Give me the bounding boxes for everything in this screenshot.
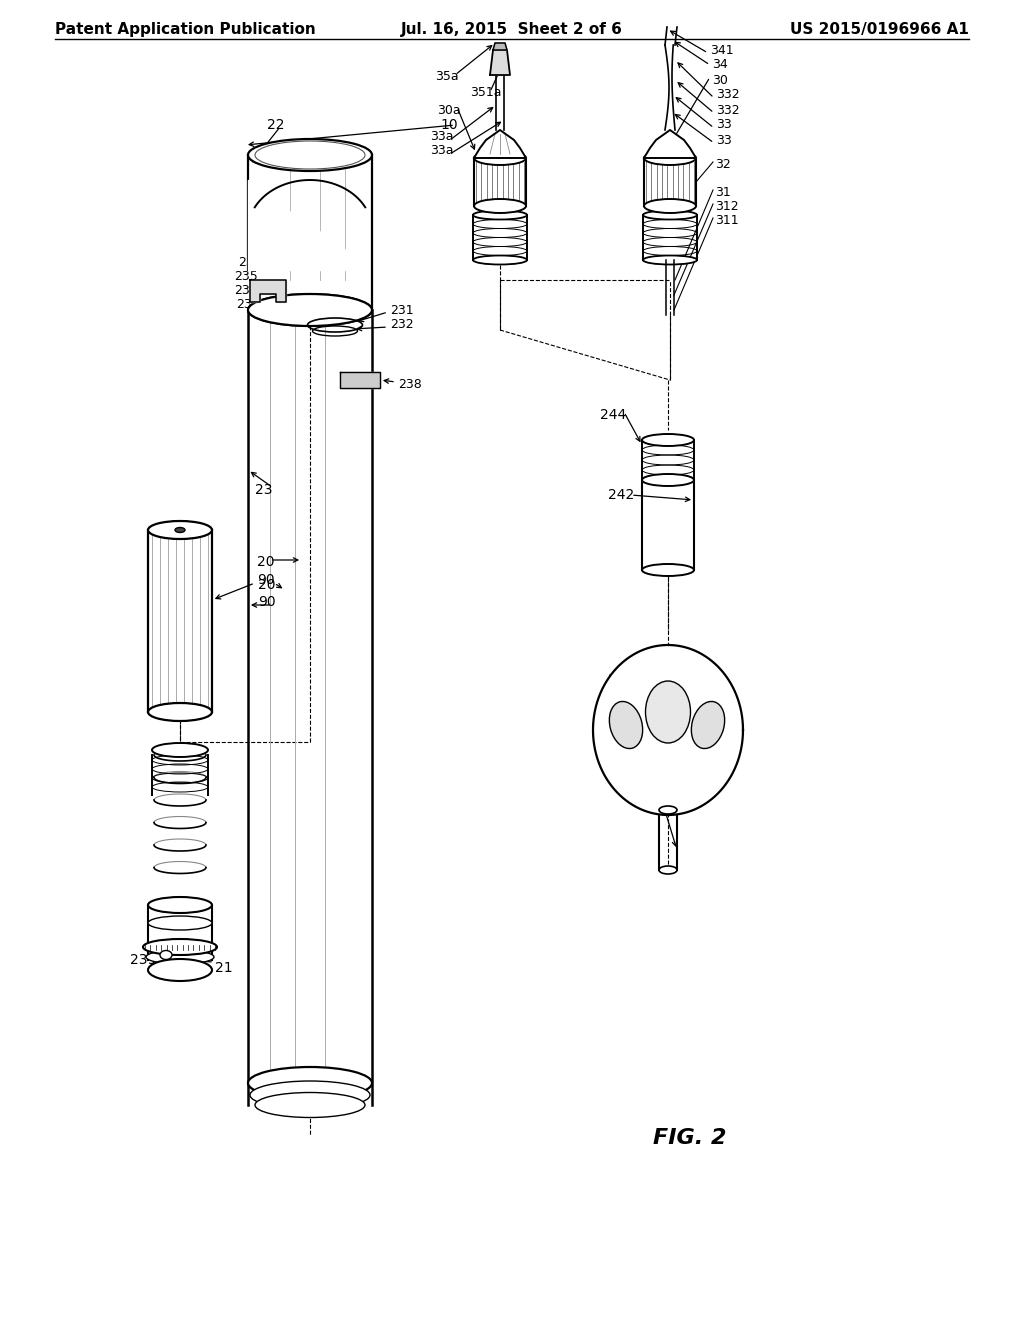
Text: 232: 232 [390, 318, 414, 331]
Ellipse shape [645, 681, 690, 743]
Text: 35a: 35a [435, 70, 459, 83]
Text: 237: 237 [278, 224, 304, 239]
Ellipse shape [248, 294, 372, 326]
Ellipse shape [642, 474, 694, 486]
Ellipse shape [473, 256, 527, 264]
Polygon shape [644, 129, 696, 158]
Text: 30a: 30a [437, 103, 461, 116]
Ellipse shape [644, 150, 696, 165]
Polygon shape [250, 280, 286, 302]
Text: 233: 233 [238, 256, 261, 268]
Text: 90: 90 [257, 573, 274, 587]
Text: FIG. 2: FIG. 2 [653, 1129, 727, 1148]
Text: 20: 20 [257, 554, 274, 569]
Ellipse shape [255, 1093, 365, 1118]
Ellipse shape [643, 256, 697, 264]
Text: 234: 234 [236, 298, 260, 312]
Ellipse shape [642, 434, 694, 446]
Ellipse shape [143, 939, 217, 954]
Ellipse shape [474, 199, 526, 213]
Ellipse shape [148, 916, 212, 931]
Text: 33: 33 [716, 119, 732, 132]
Polygon shape [493, 44, 507, 50]
Text: 341: 341 [710, 44, 733, 57]
Polygon shape [340, 372, 380, 388]
Ellipse shape [659, 866, 677, 874]
Ellipse shape [659, 807, 677, 814]
Text: 32: 32 [715, 158, 731, 172]
Polygon shape [474, 129, 526, 158]
Ellipse shape [248, 139, 372, 172]
Text: 351a: 351a [470, 86, 502, 99]
Text: 312: 312 [715, 199, 738, 213]
Ellipse shape [609, 701, 643, 748]
Ellipse shape [691, 701, 725, 748]
Text: 10: 10 [440, 117, 458, 132]
Ellipse shape [642, 564, 694, 576]
Ellipse shape [160, 950, 172, 960]
Text: Jul. 16, 2015  Sheet 2 of 6: Jul. 16, 2015 Sheet 2 of 6 [401, 22, 623, 37]
Text: 235: 235 [234, 269, 258, 282]
Text: 31: 31 [715, 186, 731, 198]
Text: 311: 311 [715, 214, 738, 227]
Ellipse shape [152, 743, 208, 756]
Text: 33: 33 [716, 133, 732, 147]
Text: 231: 231 [390, 304, 414, 317]
Ellipse shape [644, 199, 696, 213]
Ellipse shape [250, 1081, 370, 1109]
Ellipse shape [148, 960, 212, 981]
Text: 244: 244 [600, 408, 627, 422]
Ellipse shape [146, 950, 214, 964]
Ellipse shape [148, 704, 212, 721]
Text: 90: 90 [258, 595, 275, 609]
Text: 33a: 33a [430, 131, 454, 144]
Ellipse shape [473, 210, 527, 219]
Text: 332: 332 [716, 103, 739, 116]
Text: 34: 34 [712, 58, 728, 71]
Text: 241: 241 [608, 690, 635, 705]
Text: 22: 22 [267, 117, 285, 132]
Text: 238: 238 [398, 379, 422, 392]
Polygon shape [490, 50, 510, 75]
Text: Patent Application Publication: Patent Application Publication [55, 22, 315, 37]
Ellipse shape [248, 294, 372, 326]
Ellipse shape [248, 1067, 372, 1100]
Ellipse shape [148, 898, 212, 913]
Text: US 2015/0196966 A1: US 2015/0196966 A1 [791, 22, 969, 37]
Ellipse shape [148, 521, 212, 539]
Text: 23: 23 [255, 483, 272, 498]
Text: 30: 30 [712, 74, 728, 87]
Ellipse shape [175, 528, 185, 532]
Text: 236: 236 [234, 284, 258, 297]
Text: 239: 239 [130, 953, 157, 968]
Ellipse shape [643, 210, 697, 219]
Text: 24: 24 [608, 673, 626, 686]
Text: 20: 20 [258, 578, 275, 591]
Text: 33a: 33a [430, 144, 454, 157]
Polygon shape [593, 645, 743, 814]
Text: 242: 242 [608, 488, 634, 502]
Text: 21: 21 [215, 961, 232, 975]
Ellipse shape [474, 150, 526, 165]
Text: 332: 332 [716, 87, 739, 100]
